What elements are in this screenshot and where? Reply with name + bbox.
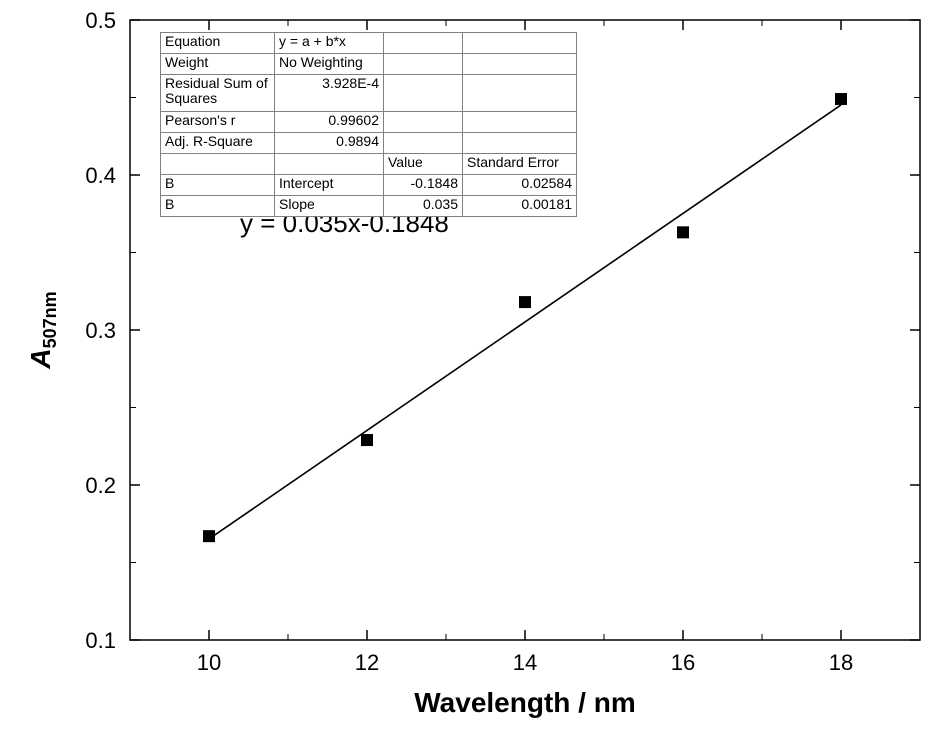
stats-c2 [384, 54, 463, 75]
chart-container: 10 12 14 16 18 0.1 0.2 0.3 0.4 0.5 Wavelength / nm… [0, 0, 950, 735]
table-row: Residual Sum of Squares3.928E-4 [161, 75, 577, 112]
data-point [519, 296, 531, 308]
y-axis-title: A507nm [25, 291, 60, 369]
x-axis-title: Wavelength / nm [414, 687, 635, 718]
stats-label: Equation [161, 33, 275, 54]
x-tick-label: 18 [829, 650, 853, 675]
table-row: BSlope0.0350.00181 [161, 196, 577, 217]
x-tick-label: 14 [513, 650, 537, 675]
stats-c1: y = a + b*x [275, 33, 384, 54]
x-tick-label: 12 [355, 650, 379, 675]
stats-c3: 0.00181 [463, 196, 577, 217]
stats-c1: 0.9894 [275, 133, 384, 154]
y-tick-label: 0.5 [85, 8, 116, 33]
table-row: ValueStandard Error [161, 154, 577, 175]
stats-label: Residual Sum of Squares [161, 75, 275, 112]
stats-c2 [384, 33, 463, 54]
x-tick-label: 10 [197, 650, 221, 675]
stats-c1: Slope [275, 196, 384, 217]
stats-c3 [463, 54, 577, 75]
stats-label: Weight [161, 54, 275, 75]
y-tick-label: 0.2 [85, 473, 116, 498]
stats-label: B [161, 196, 275, 217]
stats-c1 [275, 154, 384, 175]
y-tick-label: 0.3 [85, 318, 116, 343]
data-point [361, 434, 373, 446]
data-point [203, 530, 215, 542]
stats-c2 [384, 133, 463, 154]
stats-c3 [463, 133, 577, 154]
stats-c3 [463, 75, 577, 112]
stats-c1: Intercept [275, 175, 384, 196]
x-tick-label: 16 [671, 650, 695, 675]
y-tick-label: 0.1 [85, 628, 116, 653]
stats-c3: 0.02584 [463, 175, 577, 196]
y-axis-title-main: A [25, 348, 56, 369]
table-row: Equationy = a + b*x [161, 33, 577, 54]
stats-c3: Standard Error [463, 154, 577, 175]
stats-c1: 3.928E-4 [275, 75, 384, 112]
stats-c2: Value [384, 154, 463, 175]
table-row: BIntercept-0.18480.02584 [161, 175, 577, 196]
stats-c2 [384, 112, 463, 133]
stats-c3 [463, 112, 577, 133]
data-point [835, 93, 847, 105]
stats-label [161, 154, 275, 175]
table-row: WeightNo Weighting [161, 54, 577, 75]
stats-c1: No Weighting [275, 54, 384, 75]
stats-c3 [463, 33, 577, 54]
stats-label: Pearson's r [161, 112, 275, 133]
y-axis-title-sub: 507nm [40, 291, 60, 348]
table-row: Pearson's r0.99602 [161, 112, 577, 133]
y-tick-label: 0.4 [85, 163, 116, 188]
table-row: Adj. R-Square0.9894 [161, 133, 577, 154]
stats-c2: 0.035 [384, 196, 463, 217]
data-point [677, 226, 689, 238]
stats-c2: -0.1848 [384, 175, 463, 196]
stats-c2 [384, 75, 463, 112]
stats-c1: 0.99602 [275, 112, 384, 133]
fit-stats-table: Equationy = a + b*xWeightNo WeightingRes… [160, 32, 577, 217]
stats-label: Adj. R-Square [161, 133, 275, 154]
stats-label: B [161, 175, 275, 196]
